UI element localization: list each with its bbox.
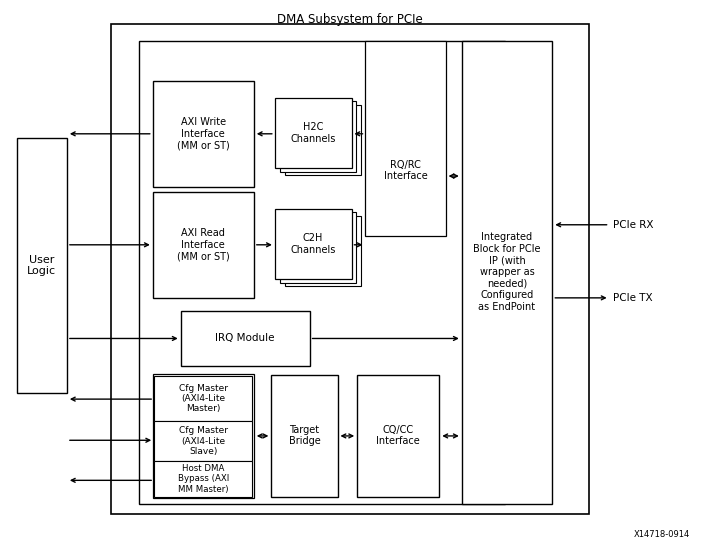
Text: Host DMA
Bypass (AXI
MM Master): Host DMA Bypass (AXI MM Master) bbox=[178, 464, 229, 494]
Text: C2H
Channels: C2H Channels bbox=[290, 233, 336, 254]
Text: Cfg Master
(AXI4-Lite
Slave): Cfg Master (AXI4-Lite Slave) bbox=[179, 426, 228, 456]
Text: X14718-0914: X14718-0914 bbox=[633, 530, 690, 539]
Bar bbox=[154, 376, 252, 421]
Text: PCIe TX: PCIe TX bbox=[613, 293, 652, 303]
Bar bbox=[275, 97, 352, 168]
Bar bbox=[271, 375, 337, 497]
Bar bbox=[154, 421, 252, 461]
Text: Target
Bridge: Target Bridge bbox=[288, 425, 321, 446]
Text: AXI Write
Interface
(MM or ST): AXI Write Interface (MM or ST) bbox=[177, 118, 230, 150]
Bar bbox=[181, 311, 309, 365]
Bar bbox=[280, 212, 356, 283]
Text: User
Logic: User Logic bbox=[27, 254, 56, 276]
Text: RQ/RC
Interface: RQ/RC Interface bbox=[384, 160, 427, 182]
Text: H2C
Channels: H2C Channels bbox=[290, 122, 336, 143]
Bar bbox=[154, 461, 252, 497]
Text: AXI Read
Interface
(MM or ST): AXI Read Interface (MM or ST) bbox=[177, 229, 230, 261]
Bar bbox=[153, 193, 254, 298]
Text: CQ/CC
Interface: CQ/CC Interface bbox=[376, 425, 420, 446]
Bar bbox=[275, 208, 352, 279]
Bar bbox=[285, 105, 361, 176]
Text: Cfg Master
(AXI4-Lite
Master): Cfg Master (AXI4-Lite Master) bbox=[179, 383, 228, 414]
Bar bbox=[138, 40, 505, 504]
Bar bbox=[153, 82, 254, 187]
Text: Integrated
Block for PCIe
IP (with
wrapper as
needed)
Configured
as EndPoint: Integrated Block for PCIe IP (with wrapp… bbox=[473, 232, 541, 312]
Bar bbox=[366, 40, 446, 236]
Bar bbox=[153, 374, 254, 498]
Text: DMA Subsystem for PCIe: DMA Subsystem for PCIe bbox=[276, 13, 423, 26]
Text: PCIe RX: PCIe RX bbox=[613, 220, 654, 230]
Text: IRQ Module: IRQ Module bbox=[215, 334, 275, 344]
Bar bbox=[462, 40, 553, 504]
Bar bbox=[17, 138, 67, 393]
Bar bbox=[280, 101, 356, 172]
Bar bbox=[111, 25, 588, 514]
Bar bbox=[285, 216, 361, 287]
Bar bbox=[357, 375, 439, 497]
